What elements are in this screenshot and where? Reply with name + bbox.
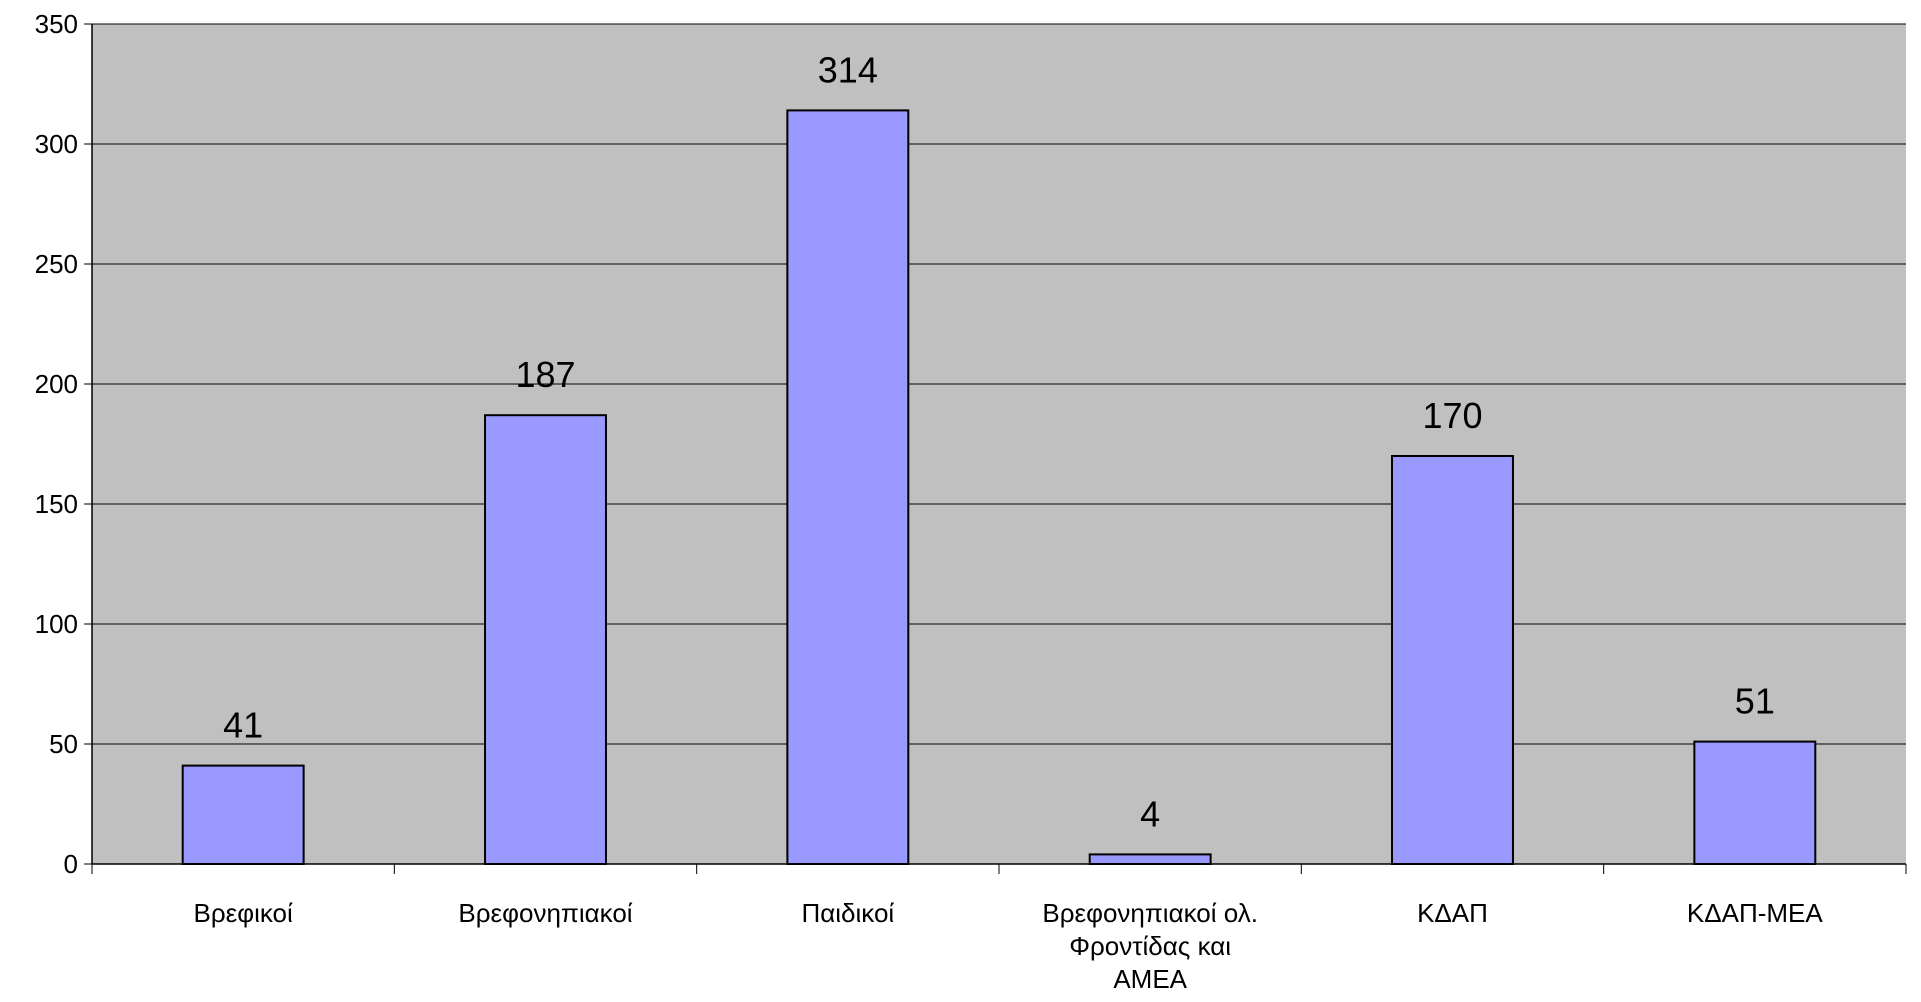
x-tick-label: Βρεφικοί — [194, 898, 294, 928]
data-label: 170 — [1422, 395, 1482, 436]
data-label: 41 — [223, 705, 263, 746]
y-tick-label: 350 — [35, 9, 78, 39]
bar — [786, 109, 910, 865]
x-tick-label: Παιδικοί — [801, 898, 894, 928]
data-label: 4 — [1140, 793, 1160, 834]
data-label: 51 — [1735, 681, 1775, 722]
x-tick-label: Βρεφονηπιακοί — [458, 898, 632, 928]
bar — [181, 764, 305, 865]
plot-area — [92, 24, 1906, 864]
x-tick-label: ΚΔΑΠ-ΜΕΑ — [1687, 898, 1823, 928]
bar — [484, 414, 607, 865]
y-tick-label: 0 — [64, 849, 78, 879]
x-tick-label: Βρεφονηπιακοί ολ. Φροντίδας και ΑΜΕΑ — [1042, 898, 1258, 994]
y-tick-label: 250 — [35, 249, 78, 279]
y-tick-label: 300 — [35, 129, 78, 159]
y-tick-label: 200 — [35, 369, 78, 399]
y-tick-label: 100 — [35, 609, 78, 639]
bar — [1088, 853, 1212, 866]
data-label: 187 — [515, 354, 575, 395]
data-label: 314 — [818, 49, 878, 90]
y-tick-label: 150 — [35, 489, 78, 519]
x-tick-label: ΚΔΑΠ — [1417, 898, 1488, 928]
y-tick-label: 50 — [49, 729, 78, 759]
bar — [1391, 455, 1514, 865]
bar — [1693, 740, 1817, 865]
